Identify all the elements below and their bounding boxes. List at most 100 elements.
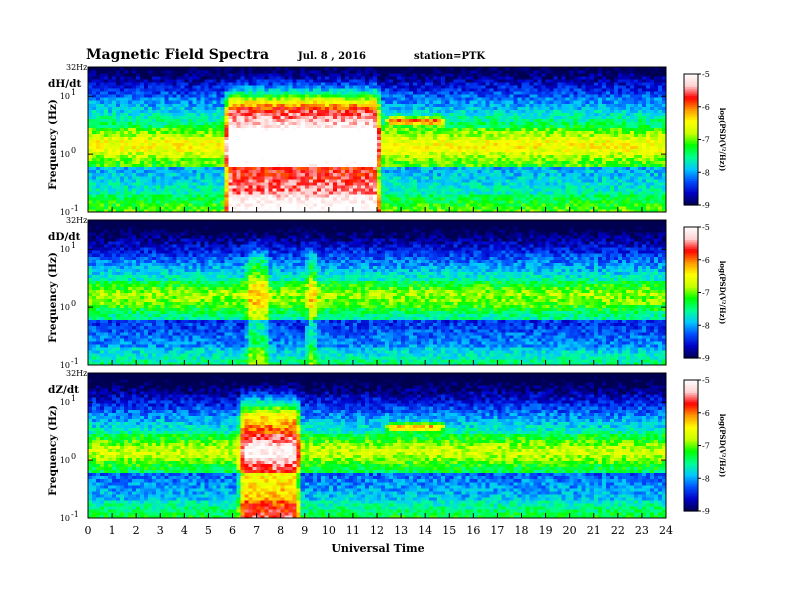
heatmap-cell [196, 202, 201, 207]
heatmap-cell [256, 139, 262, 144]
heatmap-cell [212, 109, 217, 113]
heatmap-cell [216, 169, 221, 174]
heatmap-cell [92, 163, 97, 168]
heatmap-cell [172, 67, 177, 71]
heatmap-cell [324, 199, 330, 204]
heatmap-cell [336, 73, 342, 77]
heatmap-cell [469, 136, 474, 140]
heatmap-cell [397, 199, 402, 204]
heatmap-cell [164, 196, 169, 201]
heatmap-cell [445, 85, 450, 89]
heatmap-cell [132, 121, 137, 125]
heatmap-cell [240, 193, 246, 198]
heatmap-cell [348, 85, 354, 89]
heatmap-cell [88, 190, 93, 195]
heatmap-cell [220, 85, 225, 89]
heatmap-cell [152, 196, 157, 201]
heatmap-cell [148, 136, 153, 140]
heatmap-cell [204, 82, 209, 86]
heatmap-cell [112, 100, 117, 104]
heatmap-cell [441, 175, 446, 180]
heatmap-cell [344, 115, 350, 119]
heatmap-cell [188, 178, 193, 183]
heatmap-cell [88, 148, 93, 153]
heatmap-cell [389, 121, 394, 125]
heatmap-cell [401, 163, 406, 168]
heatmap-cell [248, 133, 254, 137]
heatmap-cell [136, 67, 141, 71]
heatmap-cell [96, 67, 101, 71]
heatmap-cell [204, 70, 209, 74]
heatmap-cell [260, 88, 266, 92]
heatmap-cell [108, 154, 113, 159]
heatmap-cell [300, 70, 306, 74]
heatmap-cell [168, 169, 173, 174]
heatmap-cell [320, 91, 326, 95]
heatmap-cell [172, 124, 177, 128]
heatmap-cell [316, 193, 322, 198]
heatmap-cell [136, 166, 141, 171]
heatmap-cell [184, 163, 189, 168]
heatmap-cell [276, 205, 282, 210]
heatmap-cell [144, 85, 149, 89]
heatmap-cell [168, 88, 173, 92]
heatmap-cell [280, 172, 286, 177]
heatmap-cell [180, 124, 185, 128]
heatmap-cell [304, 175, 310, 180]
heatmap-cell [128, 67, 133, 71]
heatmap-cell [148, 76, 153, 80]
heatmap-cell [132, 76, 137, 80]
heatmap-cell [128, 166, 133, 171]
heatmap-cell [381, 115, 386, 119]
heatmap-cell [485, 178, 490, 183]
heatmap-cell [100, 205, 105, 210]
heatmap-cell [140, 79, 145, 83]
heatmap-cell [284, 94, 290, 98]
heatmap-cell [200, 202, 205, 207]
heatmap-cell [264, 178, 270, 183]
heatmap-cell [228, 202, 233, 207]
heatmap-cell [417, 103, 422, 107]
heatmap-cell [425, 121, 430, 125]
heatmap-cell [417, 109, 422, 113]
heatmap-cell [220, 145, 225, 150]
heatmap-cell [272, 94, 278, 98]
heatmap-cell [425, 136, 430, 140]
heatmap-cell [360, 139, 366, 144]
heatmap-cell [196, 82, 201, 86]
heatmap-cell [200, 151, 205, 156]
heatmap-cell [397, 73, 402, 77]
heatmap-cell [493, 166, 498, 171]
heatmap-cell [453, 88, 458, 92]
heatmap-cell [397, 175, 402, 180]
heatmap-cell [172, 151, 177, 156]
heatmap-cell [413, 196, 418, 201]
heatmap-cell [489, 202, 494, 207]
heatmap-cell [336, 172, 342, 177]
heatmap-cell [481, 196, 486, 201]
heatmap-cell [348, 79, 354, 83]
heatmap-cell [461, 82, 466, 86]
heatmap-cell [324, 109, 330, 113]
heatmap-cell [372, 190, 378, 195]
heatmap-cell [308, 148, 314, 153]
heatmap-cell [401, 109, 406, 113]
heatmap-cell [136, 199, 141, 204]
heatmap-cell [264, 136, 270, 140]
heatmap-cell [164, 163, 169, 168]
heatmap-cell [184, 208, 189, 213]
heatmap-cell [116, 196, 121, 201]
heatmap-cell [489, 136, 494, 140]
heatmap-cell [196, 133, 201, 137]
heatmap-cell [421, 112, 426, 116]
heatmap-cell [148, 193, 153, 198]
heatmap-cell [421, 148, 426, 153]
heatmap-cell [152, 178, 157, 183]
heatmap-cell [280, 199, 286, 204]
heatmap-cell [196, 67, 201, 71]
heatmap-cell [240, 76, 246, 80]
heatmap-cell [216, 166, 221, 171]
heatmap-cell [176, 163, 181, 168]
heatmap-cell [164, 133, 169, 137]
heatmap-cell [288, 70, 294, 74]
